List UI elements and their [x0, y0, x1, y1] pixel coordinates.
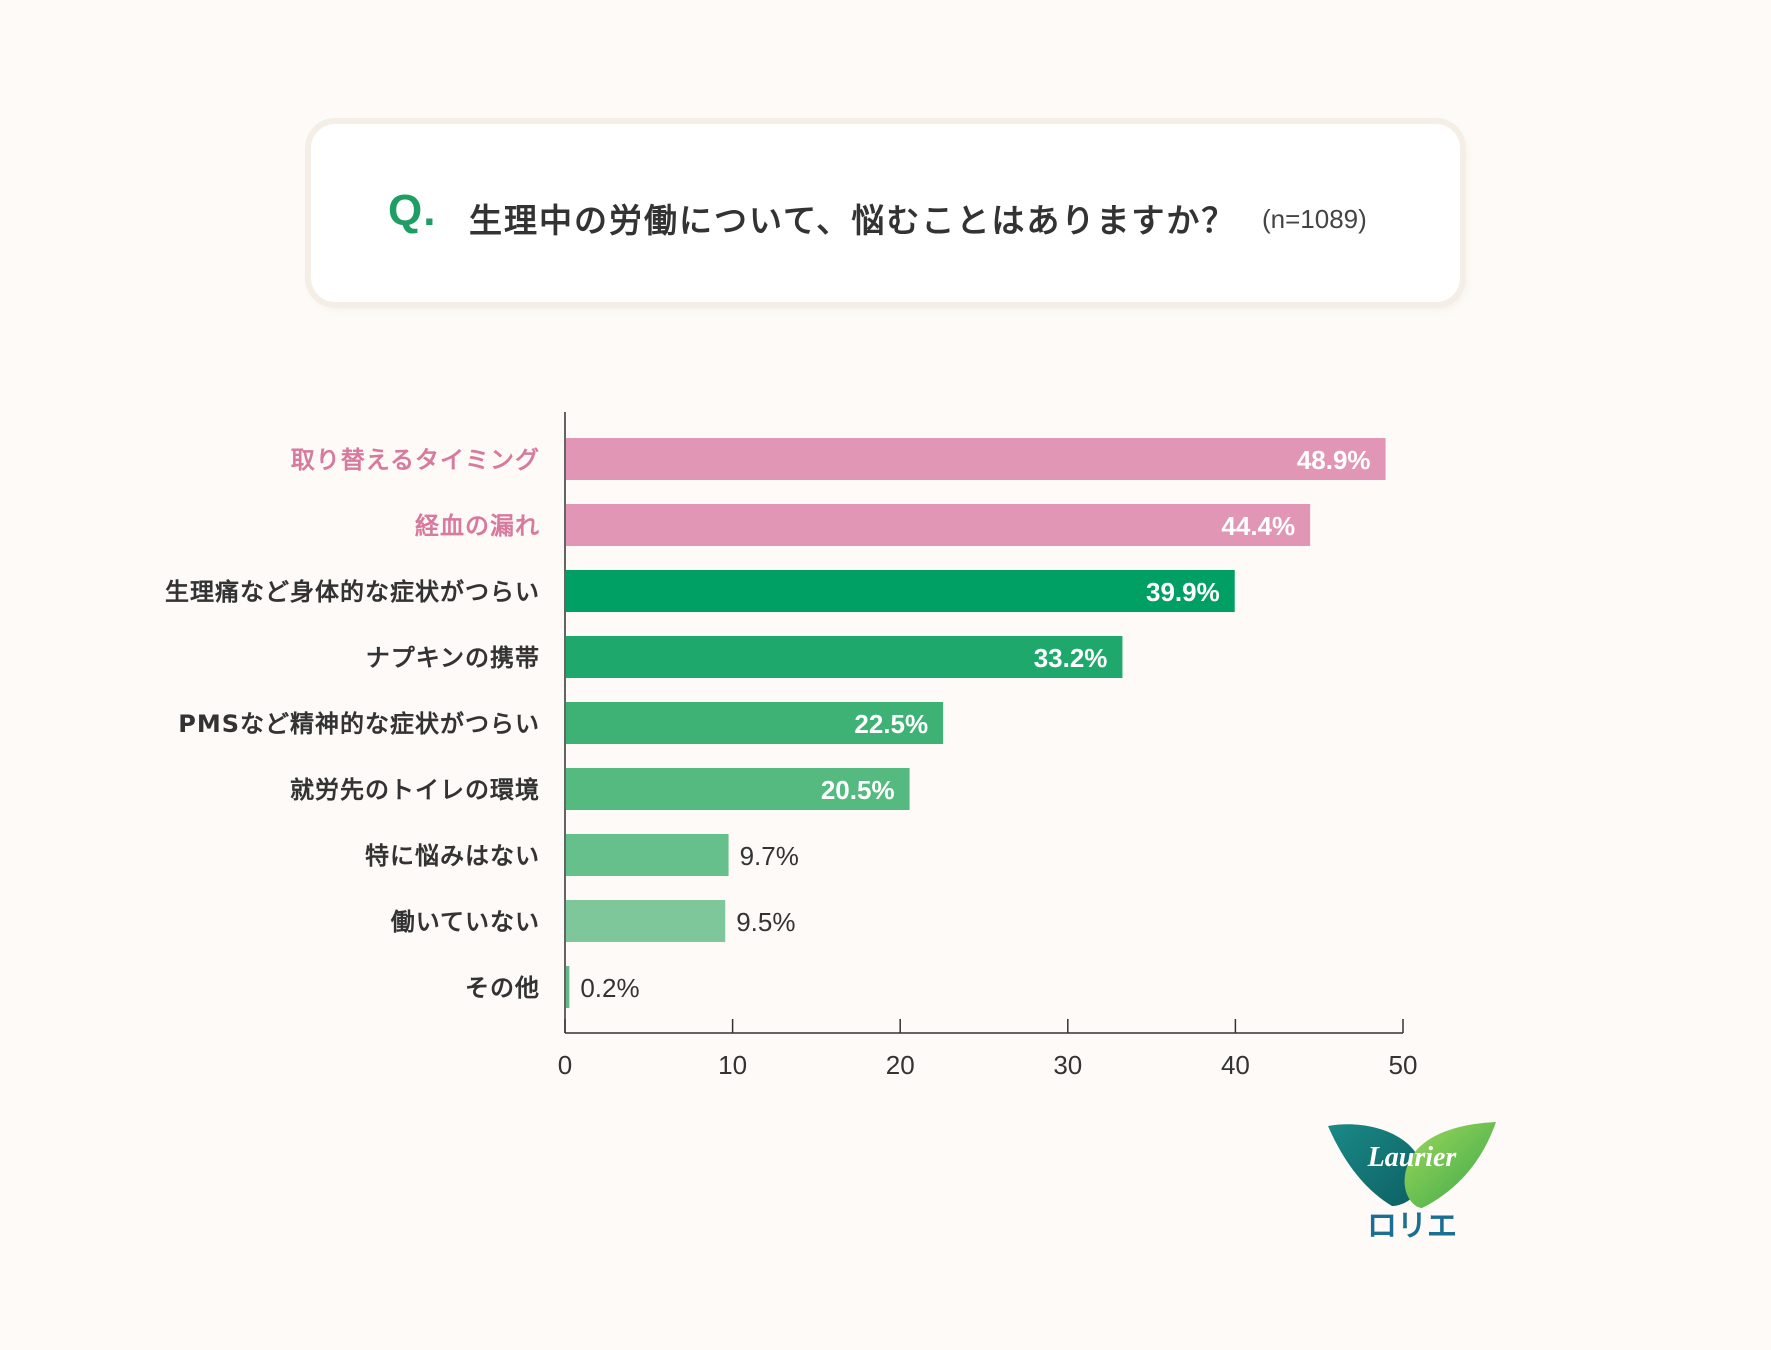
sample-size: (n=1089) [1262, 204, 1367, 234]
category-label: 特に悩みはない [365, 842, 540, 870]
value-label: 48.9% [1297, 445, 1371, 475]
x-tick-label: 20 [886, 1050, 915, 1080]
bar [566, 570, 1235, 612]
value-label: 9.5% [736, 907, 795, 937]
value-label: 44.4% [1221, 511, 1295, 541]
category-label: 経血の漏れ [415, 512, 540, 540]
category-label: 取り替えるタイミング [291, 446, 540, 474]
value-label: 22.5% [854, 709, 928, 739]
question-card: Q. 生理中の労働について、悩むことはありますか？ (n=1089) [311, 124, 1460, 302]
x-tick-label: 0 [558, 1050, 572, 1080]
bar [566, 504, 1311, 546]
bar [566, 966, 570, 1008]
x-tick-label: 50 [1389, 1050, 1418, 1080]
category-label: ナプキンの携帯 [366, 644, 540, 672]
category-label: 就労先のトイレの環境 [290, 776, 540, 804]
category-label: 生理痛など身体的な症状がつらい [165, 578, 540, 606]
category-label: 働いていない [390, 908, 540, 936]
value-label: 39.9% [1146, 577, 1220, 607]
value-label: 9.7% [740, 841, 799, 871]
bar [566, 636, 1123, 678]
value-label: 20.5% [821, 775, 895, 805]
x-tick-label: 10 [718, 1050, 747, 1080]
bar [566, 702, 944, 744]
value-label: 33.2% [1034, 643, 1108, 673]
category-label: PMSなど精神的な症状がつらい [178, 710, 540, 738]
bar [566, 834, 729, 876]
x-tick-label: 40 [1221, 1050, 1250, 1080]
bar [566, 768, 910, 810]
bar [566, 900, 726, 942]
laurier-logo: Laurier ロリエ [1322, 1118, 1502, 1248]
leaf-icon: Laurier ロリエ [1328, 1122, 1496, 1244]
svg-text:ロリエ: ロリエ [1367, 1209, 1457, 1244]
svg-text:Laurier: Laurier [1367, 1142, 1458, 1173]
question-text: 生理中の労働について、悩むことはありますか？ [469, 201, 1237, 240]
bar [566, 438, 1386, 480]
category-label: その他 [465, 974, 540, 1002]
question-mark: Q. [388, 186, 437, 235]
x-tick-label: 30 [1053, 1050, 1082, 1080]
value-label: 0.2% [580, 973, 639, 1003]
